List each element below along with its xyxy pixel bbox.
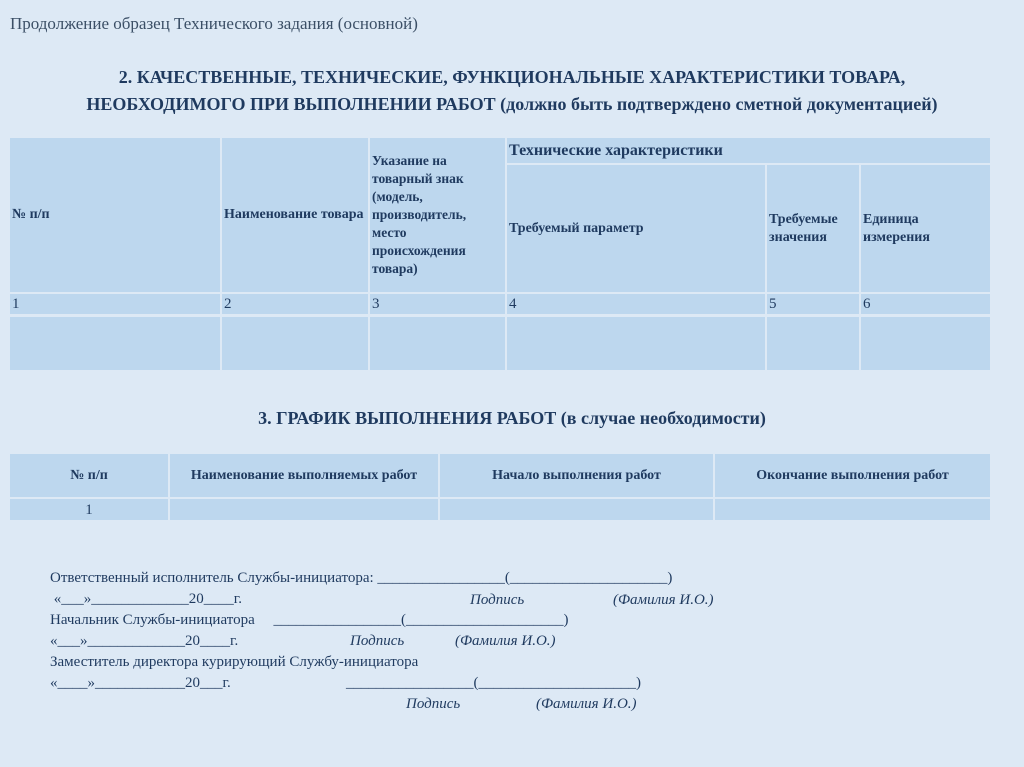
- col-number-4: 4: [507, 294, 765, 314]
- deputy-signature-line: _________________(_____________________): [346, 675, 641, 691]
- empty-cell[interactable]: [767, 317, 859, 370]
- section2-title-line2: НЕОБХОДИМОГО ПРИ ВЫПОЛНЕНИИ РАБОТ (должн…: [86, 94, 938, 114]
- header-tech-characteristics: Технические характеристики: [507, 138, 990, 163]
- header-values: Требуемые значения: [767, 165, 859, 292]
- header-trademark: Указание на товарный знак (модель, произ…: [370, 138, 505, 292]
- date-line-2: «___»_____________20____г.: [50, 633, 239, 649]
- empty-cell[interactable]: [222, 317, 368, 370]
- header-parameter: Требуемый параметр: [507, 165, 765, 292]
- section3-title: 3. ГРАФИК ВЫПОЛНЕНИЯ РАБОТ (в случае нео…: [258, 408, 766, 428]
- col-number-1: 1: [10, 294, 220, 314]
- header-number: № п/п: [10, 138, 220, 292]
- header-work-name: Наименование выполняемых работ: [170, 454, 438, 497]
- date-line-1: «___»_____________20____г.: [50, 591, 242, 607]
- row-work-name[interactable]: [170, 499, 438, 520]
- name-caption-3: (Фамилия И.О.): [536, 696, 637, 712]
- name-caption-2: (Фамилия И.О.): [455, 633, 556, 649]
- row-start[interactable]: [440, 499, 713, 520]
- responsible-executor-line: Ответственный исполнитель Службы-инициат…: [50, 570, 673, 586]
- col-number-3: 3: [370, 294, 505, 314]
- empty-cell[interactable]: [370, 317, 505, 370]
- section2-title-line1: 2. КАЧЕСТВЕННЫЕ, ТЕХНИЧЕСКИЕ, ФУНКЦИОНАЛ…: [118, 67, 906, 87]
- header-unit: Единица измерения: [861, 165, 990, 292]
- header-name: Наименование товара: [222, 138, 368, 292]
- col-number-2: 2: [222, 294, 368, 314]
- col-number-6: 6: [861, 294, 990, 314]
- deputy-director-line: Заместитель директора курирующий Службу-…: [50, 654, 419, 670]
- header-end: Окончание выполнения работ: [715, 454, 990, 497]
- empty-cell[interactable]: [507, 317, 765, 370]
- row-end[interactable]: [715, 499, 990, 520]
- date-line-3: «____»____________20___г.: [50, 675, 231, 691]
- empty-cell[interactable]: [861, 317, 990, 370]
- header-number: № п/п: [10, 454, 168, 497]
- name-caption-1: (Фамилия И.О.): [613, 592, 714, 608]
- head-of-service-line: Начальник Службы-инициатора ____________…: [50, 612, 569, 628]
- signature-caption-1: Подпись: [470, 592, 525, 608]
- header-start: Начало выполнения работ: [440, 454, 713, 497]
- empty-cell[interactable]: [10, 317, 220, 370]
- row-number: 1: [10, 499, 168, 520]
- signature-caption-2: Подпись: [350, 633, 405, 649]
- col-number-5: 5: [767, 294, 859, 314]
- slide-title: Продолжение образец Технического задания…: [10, 14, 418, 33]
- signature-caption-3: Подпись: [406, 696, 461, 712]
